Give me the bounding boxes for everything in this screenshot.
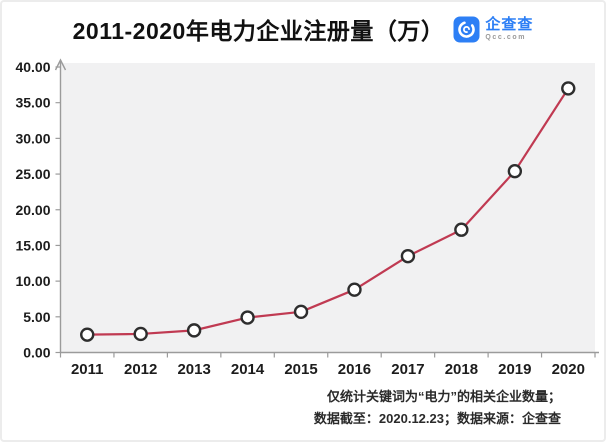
plot-area xyxy=(60,63,595,353)
y-tick-label: 40.00 xyxy=(15,59,50,75)
y-tick-label: 0.00 xyxy=(23,345,50,361)
data-point xyxy=(400,248,416,264)
chart-footnote: 仅统计关键词为“电力”的相关企业数量； 数据截至：2020.12.23；数据来源… xyxy=(314,386,561,430)
x-tick-label: 2013 xyxy=(177,361,210,378)
y-tick-label: 35.00 xyxy=(15,95,50,111)
footnote-line-2: 数据截至：2020.12.23；数据来源：企查查 xyxy=(313,411,561,426)
x-tick-label: 2019 xyxy=(498,361,531,378)
y-tick-label: 5.00 xyxy=(23,309,50,325)
data-point xyxy=(186,323,202,338)
x-tick-label: 2017 xyxy=(391,361,424,378)
data-point xyxy=(293,304,309,320)
y-axis-arrow xyxy=(54,58,67,71)
y-tick-label: 20.00 xyxy=(15,202,50,218)
chart-header: 2011-2020年电力企业注册量（万） 企查查 Qcc.com xyxy=(2,12,604,46)
qcc-logo: 企查查 Qcc.com xyxy=(453,16,533,43)
x-tick-label: 2012 xyxy=(124,361,157,378)
data-point xyxy=(561,81,576,96)
x-tick-label: 2011 xyxy=(71,361,104,378)
y-tick-label: 15.00 xyxy=(15,237,50,253)
qcc-logo-icon xyxy=(453,16,480,42)
qcc-logo-domain: Qcc.com xyxy=(485,34,527,41)
y-tick-label: 10.00 xyxy=(15,273,50,289)
data-line xyxy=(86,87,570,336)
qcc-logo-name: 企查查 xyxy=(485,16,534,33)
footnote-line-1: 仅统计关键词为“电力”的相关企业数量； xyxy=(326,389,561,404)
qcc-logo-text: 企查查 Qcc.com xyxy=(485,17,533,41)
y-tick-label: 25.00 xyxy=(15,166,50,182)
line-chart: 0.00 5.00 10.00 15.00 20.00 25.00 30.00 35.00 40… xyxy=(15,58,599,378)
x-tick-label: 2018 xyxy=(445,361,478,378)
data-point xyxy=(454,222,469,237)
data-point xyxy=(80,327,95,342)
x-tick-label: 2016 xyxy=(338,361,371,378)
chart-title: 2011-2020年电力企业注册量（万） xyxy=(72,18,445,44)
x-tick-label: 2020 xyxy=(552,361,585,378)
data-point xyxy=(347,282,362,297)
data-point xyxy=(133,326,148,342)
y-tick-label: 30.00 xyxy=(15,130,50,146)
data-point xyxy=(240,310,255,325)
x-tick-label: 2014 xyxy=(231,361,265,378)
x-tick-label: 2015 xyxy=(284,361,317,378)
data-point xyxy=(507,164,523,179)
